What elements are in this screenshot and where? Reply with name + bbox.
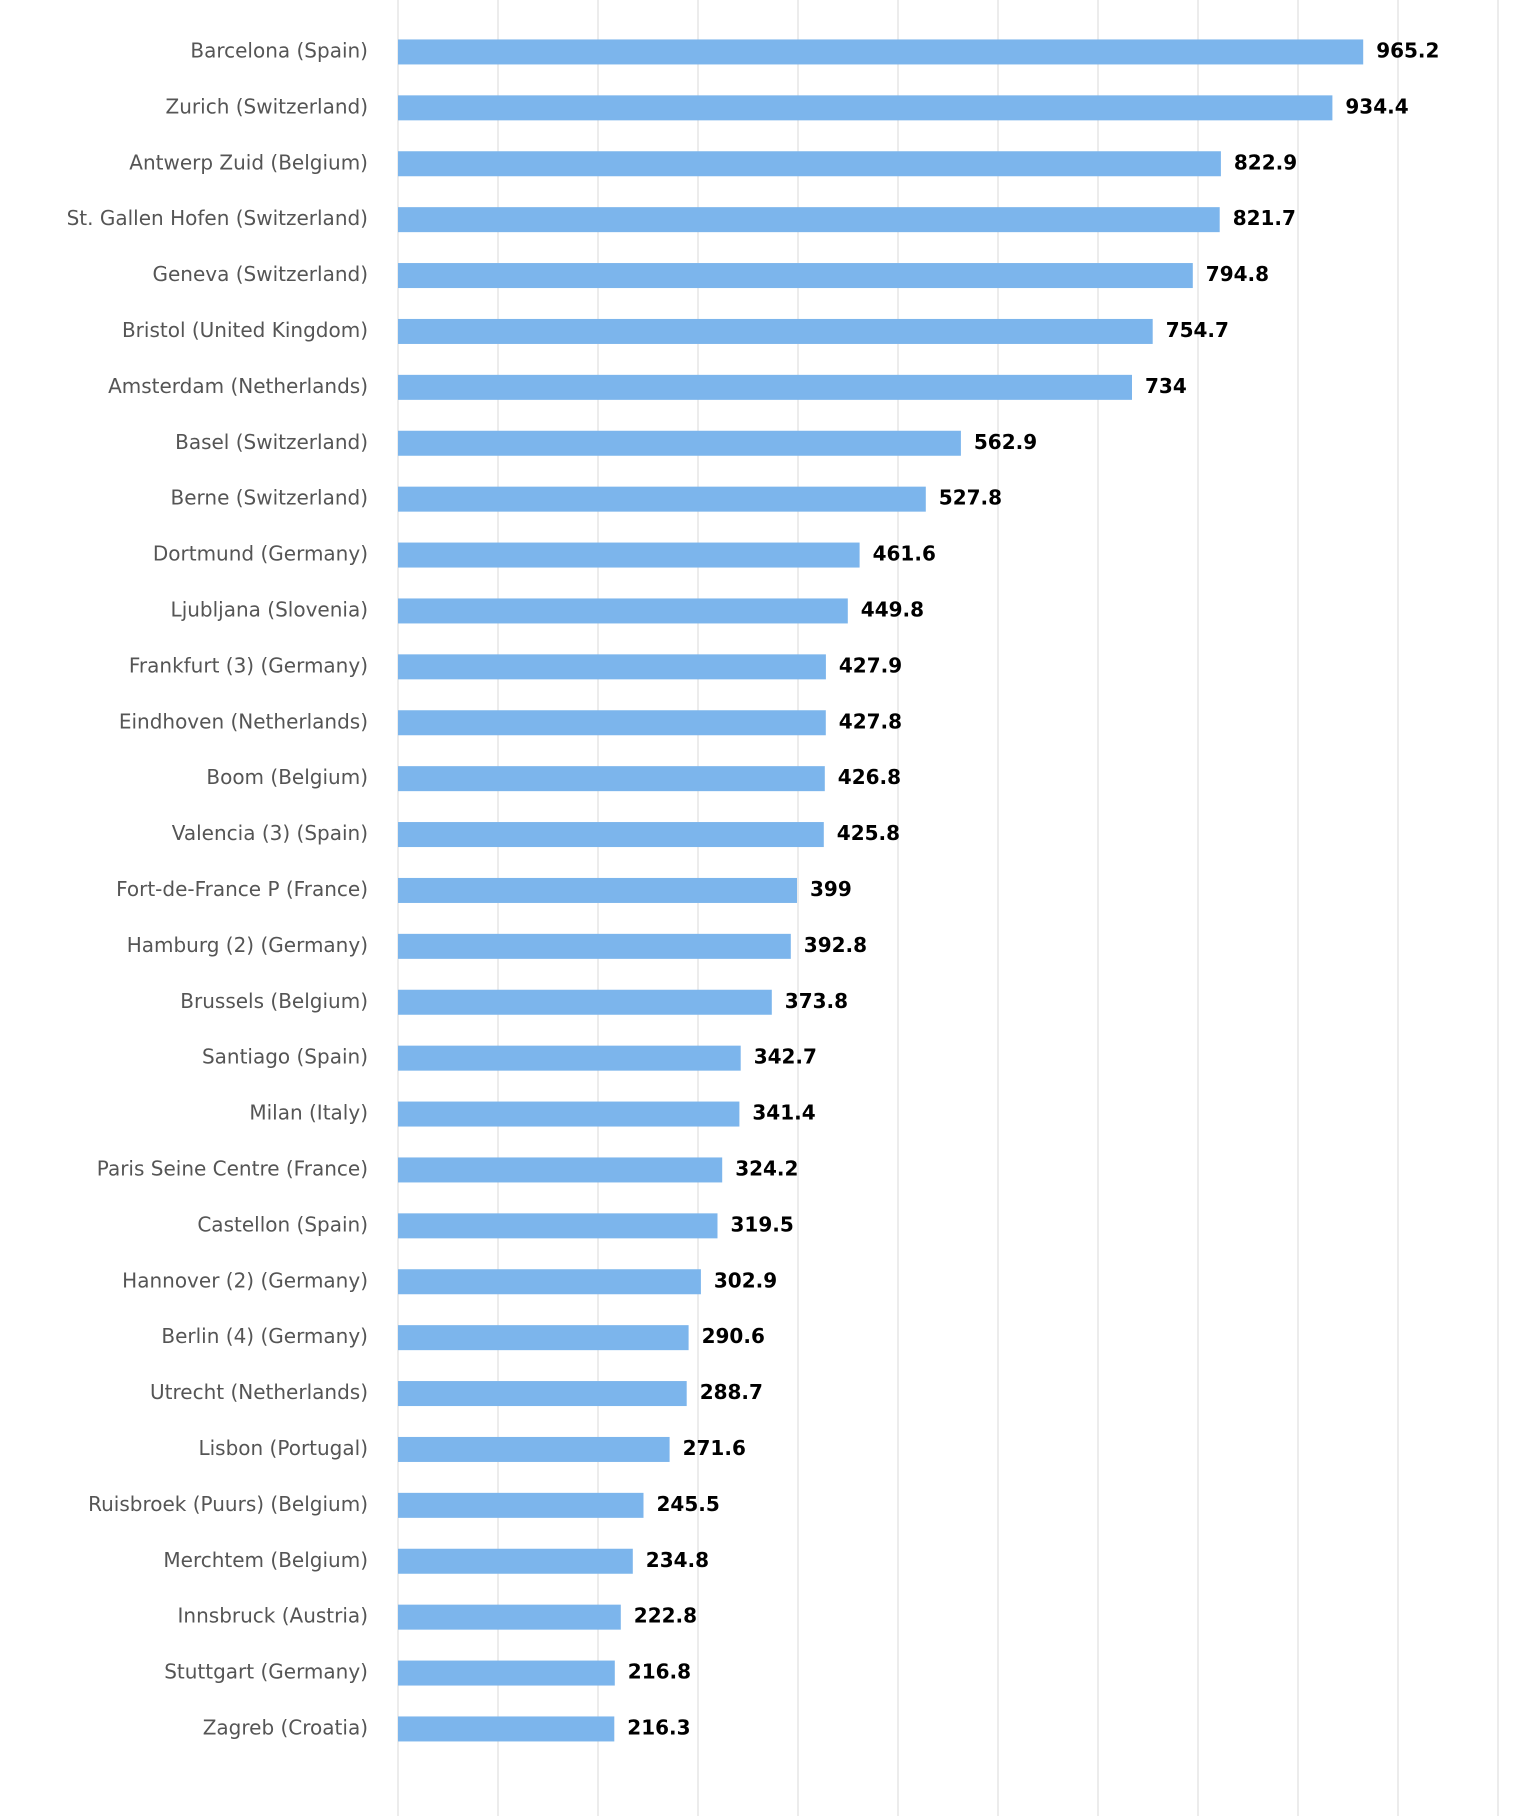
value-label: 562.9 <box>974 430 1037 454</box>
bar <box>398 1604 621 1630</box>
category-label: Paris Seine Centre (France) <box>97 1156 368 1180</box>
value-label: 822.9 <box>1234 150 1297 174</box>
category-label: Bristol (United Kingdom) <box>122 318 368 342</box>
value-label: 392.8 <box>804 933 867 957</box>
category-label: Ruisbroek (Puurs) (Belgium) <box>88 1492 368 1516</box>
bar <box>398 989 772 1015</box>
category-label: Milan (Italy) <box>249 1101 368 1125</box>
bar <box>398 207 1220 233</box>
value-label: 245.5 <box>657 1492 720 1516</box>
category-label: Zagreb (Croatia) <box>203 1715 368 1739</box>
value-label: 425.8 <box>837 821 900 845</box>
category-label: Hannover (2) (Germany) <box>122 1268 368 1292</box>
value-label: 222.8 <box>634 1604 697 1628</box>
value-label: 324.2 <box>735 1156 798 1180</box>
bar <box>398 95 1333 121</box>
bar <box>398 654 826 680</box>
category-label: Valencia (3) (Spain) <box>172 821 368 845</box>
category-label: Basel (Switzerland) <box>175 430 368 454</box>
bar <box>398 374 1132 400</box>
value-label: 426.8 <box>838 765 901 789</box>
bar <box>398 877 797 903</box>
value-label: 271.6 <box>683 1436 746 1460</box>
bar <box>398 1660 615 1686</box>
bar <box>398 1436 670 1462</box>
category-label: Antwerp Zuid (Belgium) <box>129 150 368 174</box>
value-label: 794.8 <box>1206 262 1269 286</box>
value-label: 319.5 <box>731 1212 794 1236</box>
bar <box>398 1101 740 1127</box>
category-label: Hamburg (2) (Germany) <box>127 933 368 957</box>
value-label: 234.8 <box>646 1548 709 1572</box>
bar <box>398 933 791 959</box>
category-label: Ljubljana (Slovenia) <box>171 597 368 621</box>
bar <box>398 766 825 792</box>
value-label: 754.7 <box>1166 318 1229 342</box>
value-label: 965.2 <box>1376 38 1439 62</box>
category-label: St. Gallen Hofen (Switzerland) <box>67 206 368 230</box>
category-label: Berlin (4) (Germany) <box>161 1324 368 1348</box>
bar <box>398 710 826 736</box>
value-label: 427.8 <box>839 709 902 733</box>
bar <box>398 822 824 848</box>
value-label: 734 <box>1145 374 1187 398</box>
value-label: 427.9 <box>839 653 902 677</box>
category-label: Dortmund (Germany) <box>153 542 368 566</box>
category-label: Merchtem (Belgium) <box>163 1548 368 1572</box>
bar <box>398 1716 615 1742</box>
bar <box>398 263 1193 289</box>
bar <box>398 1269 701 1295</box>
bar <box>398 39 1364 65</box>
value-label: 290.6 <box>702 1324 765 1348</box>
bar <box>398 1548 633 1574</box>
category-label: Frankfurt (3) (Germany) <box>129 653 368 677</box>
value-label: 527.8 <box>939 486 1002 510</box>
category-label: Berne (Switzerland) <box>171 486 369 510</box>
value-label: 341.4 <box>752 1101 815 1125</box>
category-label: Zurich (Switzerland) <box>166 94 368 118</box>
category-label: Brussels (Belgium) <box>180 989 368 1013</box>
value-label: 934.4 <box>1345 94 1408 118</box>
category-label: Utrecht (Netherlands) <box>150 1380 368 1404</box>
category-label: Eindhoven (Netherlands) <box>119 709 368 733</box>
category-label: Fort-de-France P (France) <box>116 877 368 901</box>
bar <box>398 598 848 624</box>
category-label: Stuttgart (Germany) <box>164 1660 368 1684</box>
value-label: 342.7 <box>754 1045 817 1069</box>
category-label: Geneva (Switzerland) <box>153 262 369 286</box>
value-label: 288.7 <box>700 1380 763 1404</box>
value-label: 461.6 <box>873 542 936 566</box>
category-label: Santiago (Spain) <box>202 1045 368 1069</box>
value-label: 399 <box>810 877 852 901</box>
value-label: 373.8 <box>785 989 848 1013</box>
bar <box>398 1381 687 1407</box>
bar <box>398 1492 644 1518</box>
bar <box>398 1213 718 1239</box>
bar <box>398 430 961 456</box>
category-label: Castellon (Spain) <box>197 1212 368 1236</box>
category-label: Innsbruck (Austria) <box>178 1604 368 1628</box>
category-label: Lisbon (Portugal) <box>198 1436 368 1460</box>
bar <box>398 486 926 512</box>
value-label: 216.8 <box>628 1660 691 1684</box>
value-label: 449.8 <box>861 597 924 621</box>
bar <box>398 318 1153 344</box>
bar <box>398 542 860 568</box>
category-label: Boom (Belgium) <box>206 765 368 789</box>
value-label: 302.9 <box>714 1268 777 1292</box>
bar <box>398 1157 723 1183</box>
value-label: 821.7 <box>1233 206 1296 230</box>
bar <box>398 151 1221 177</box>
category-label: Amsterdam (Netherlands) <box>108 374 368 398</box>
bar <box>398 1325 689 1351</box>
bar <box>398 1045 741 1071</box>
value-label: 216.3 <box>627 1715 690 1739</box>
category-label: Barcelona (Spain) <box>190 38 368 62</box>
